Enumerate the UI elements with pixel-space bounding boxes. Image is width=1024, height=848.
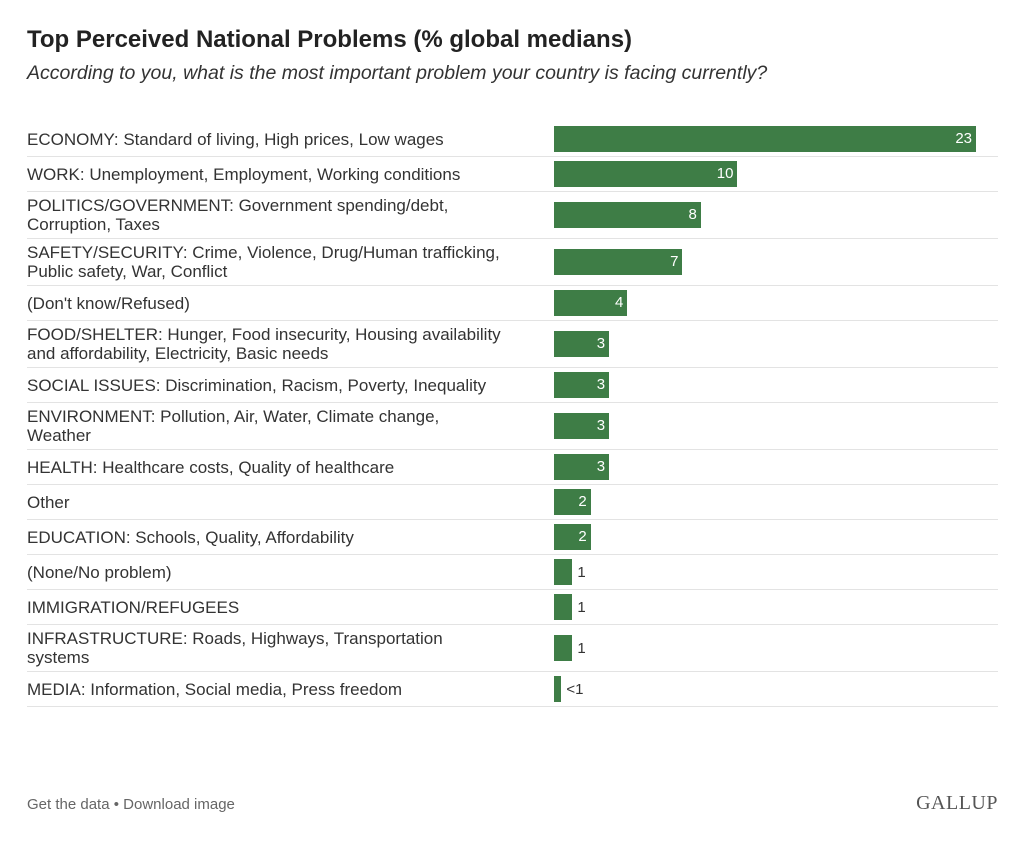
plot-area: <1 — [554, 676, 998, 702]
value-label: 23 — [955, 130, 972, 147]
value-label: 1 — [577, 598, 586, 616]
plot-area: 1 — [554, 635, 998, 661]
value-label: 2 — [578, 493, 587, 510]
plot-area: 2 — [554, 489, 998, 515]
row: POLITICS/GOVERNMENT: Government spending… — [27, 192, 998, 239]
row: HEALTH: Healthcare costs, Quality of hea… — [27, 450, 998, 485]
bar: 8 — [554, 202, 701, 228]
value-label: 1 — [577, 639, 586, 657]
separator: • — [113, 796, 119, 813]
bar: 2 — [554, 524, 591, 550]
category-label: POLITICS/GOVERNMENT: Government spending… — [27, 196, 449, 234]
bar: 4 — [554, 290, 628, 316]
category-label: HEALTH: Healthcare costs, Quality of hea… — [27, 457, 395, 477]
row: EDUCATION: Schools, Quality, Affordabili… — [27, 520, 998, 555]
bar — [554, 559, 573, 585]
link[interactable]: Download image — [123, 796, 235, 813]
category-label: ENVIRONMENT: Pollution, Air, Water, Clim… — [27, 407, 440, 445]
plot-area: 8 — [554, 202, 998, 228]
row: FOOD/SHELTER: Hunger, Food insecurity, H… — [27, 321, 998, 368]
bar: 7 — [554, 249, 683, 275]
value-label: 4 — [615, 294, 624, 311]
bar: 3 — [554, 372, 610, 398]
row: SAFETY/SECURITY: Crime, Violence, Drug/H… — [27, 239, 998, 286]
chart-title: Top Perceived National Problems (% globa… — [27, 26, 633, 53]
category-label: IMMIGRATION/REFUGEES — [27, 597, 240, 617]
row: (Don't know/Refused) 4 — [27, 286, 998, 321]
plot-area: 3 — [554, 331, 998, 357]
bar: 2 — [554, 489, 591, 515]
category-label: ECONOMY: Standard of living, High prices… — [27, 129, 444, 149]
category-label: (Don't know/Refused) — [27, 293, 190, 313]
bar — [554, 635, 573, 661]
plot-area: 1 — [554, 594, 998, 620]
plot-area: 3 — [554, 454, 998, 480]
bar: 10 — [554, 161, 738, 187]
category-label: FOOD/SHELTER: Hunger, Food insecurity, H… — [27, 325, 501, 363]
value-label: 7 — [670, 253, 679, 270]
bar — [554, 594, 573, 620]
category-label: MEDIA: Information, Social media, Press … — [27, 679, 403, 699]
value-label: 1 — [577, 563, 586, 581]
plot-area: 7 — [554, 249, 998, 275]
value-label: 8 — [688, 206, 697, 223]
row: ENVIRONMENT: Pollution, Air, Water, Clim… — [27, 403, 998, 450]
value-label: 2 — [578, 528, 587, 545]
value-label: 3 — [596, 417, 606, 434]
row: MEDIA: Information, Social media, Press … — [27, 672, 998, 707]
row: Other 2 — [27, 485, 998, 520]
row: IMMIGRATION/REFUGEES 1 — [27, 590, 998, 625]
chart-subtitle: According to you, what is the most impor… — [27, 62, 768, 84]
plot-area: 10 — [554, 161, 998, 187]
category-label: WORK: Unemployment, Employment, Working … — [27, 164, 461, 184]
row: INFRASTRUCTURE: Roads, Highways, Transpo… — [27, 625, 998, 672]
plot-area: 2 — [554, 524, 998, 550]
category-label: (None/No problem) — [27, 562, 172, 582]
row: SOCIAL ISSUES: Discrimination, Racism, P… — [27, 368, 998, 403]
plot-area: 1 — [554, 559, 998, 585]
value-label: 10 — [716, 165, 734, 182]
category-label: EDUCATION: Schools, Quality, Affordabili… — [27, 527, 354, 547]
category-label: Other — [27, 492, 70, 512]
row: (None/No problem) 1 — [27, 555, 998, 590]
row: ECONOMY: Standard of living, High prices… — [27, 122, 998, 157]
value-label: 3 — [596, 335, 606, 352]
bar: 23 — [554, 126, 976, 152]
footer: Get the data • Download image — [27, 796, 235, 813]
category-label: SOCIAL ISSUES: Discrimination, Racism, P… — [27, 375, 487, 395]
plot-area: 3 — [554, 372, 998, 398]
bar: 3 — [554, 454, 610, 480]
plot-area: 4 — [554, 290, 998, 316]
link[interactable]: Get the data — [27, 796, 110, 813]
value-label: 3 — [596, 458, 606, 475]
bar: 3 — [554, 331, 610, 357]
value-label: 3 — [596, 376, 606, 393]
value-label: <1 — [566, 680, 584, 698]
plot-area: 3 — [554, 413, 998, 439]
row: WORK: Unemployment, Employment, Working … — [27, 157, 998, 192]
bar: 3 — [554, 413, 610, 439]
bar — [554, 676, 562, 702]
chart: ECONOMY: Standard of living, High prices… — [27, 122, 998, 707]
plot-area: 23 — [554, 126, 998, 152]
category-label: SAFETY/SECURITY: Crime, Violence, Drug/H… — [27, 243, 500, 281]
category-label: INFRASTRUCTURE: Roads, Highways, Transpo… — [27, 629, 443, 667]
logo: GALLUP — [916, 792, 998, 814]
